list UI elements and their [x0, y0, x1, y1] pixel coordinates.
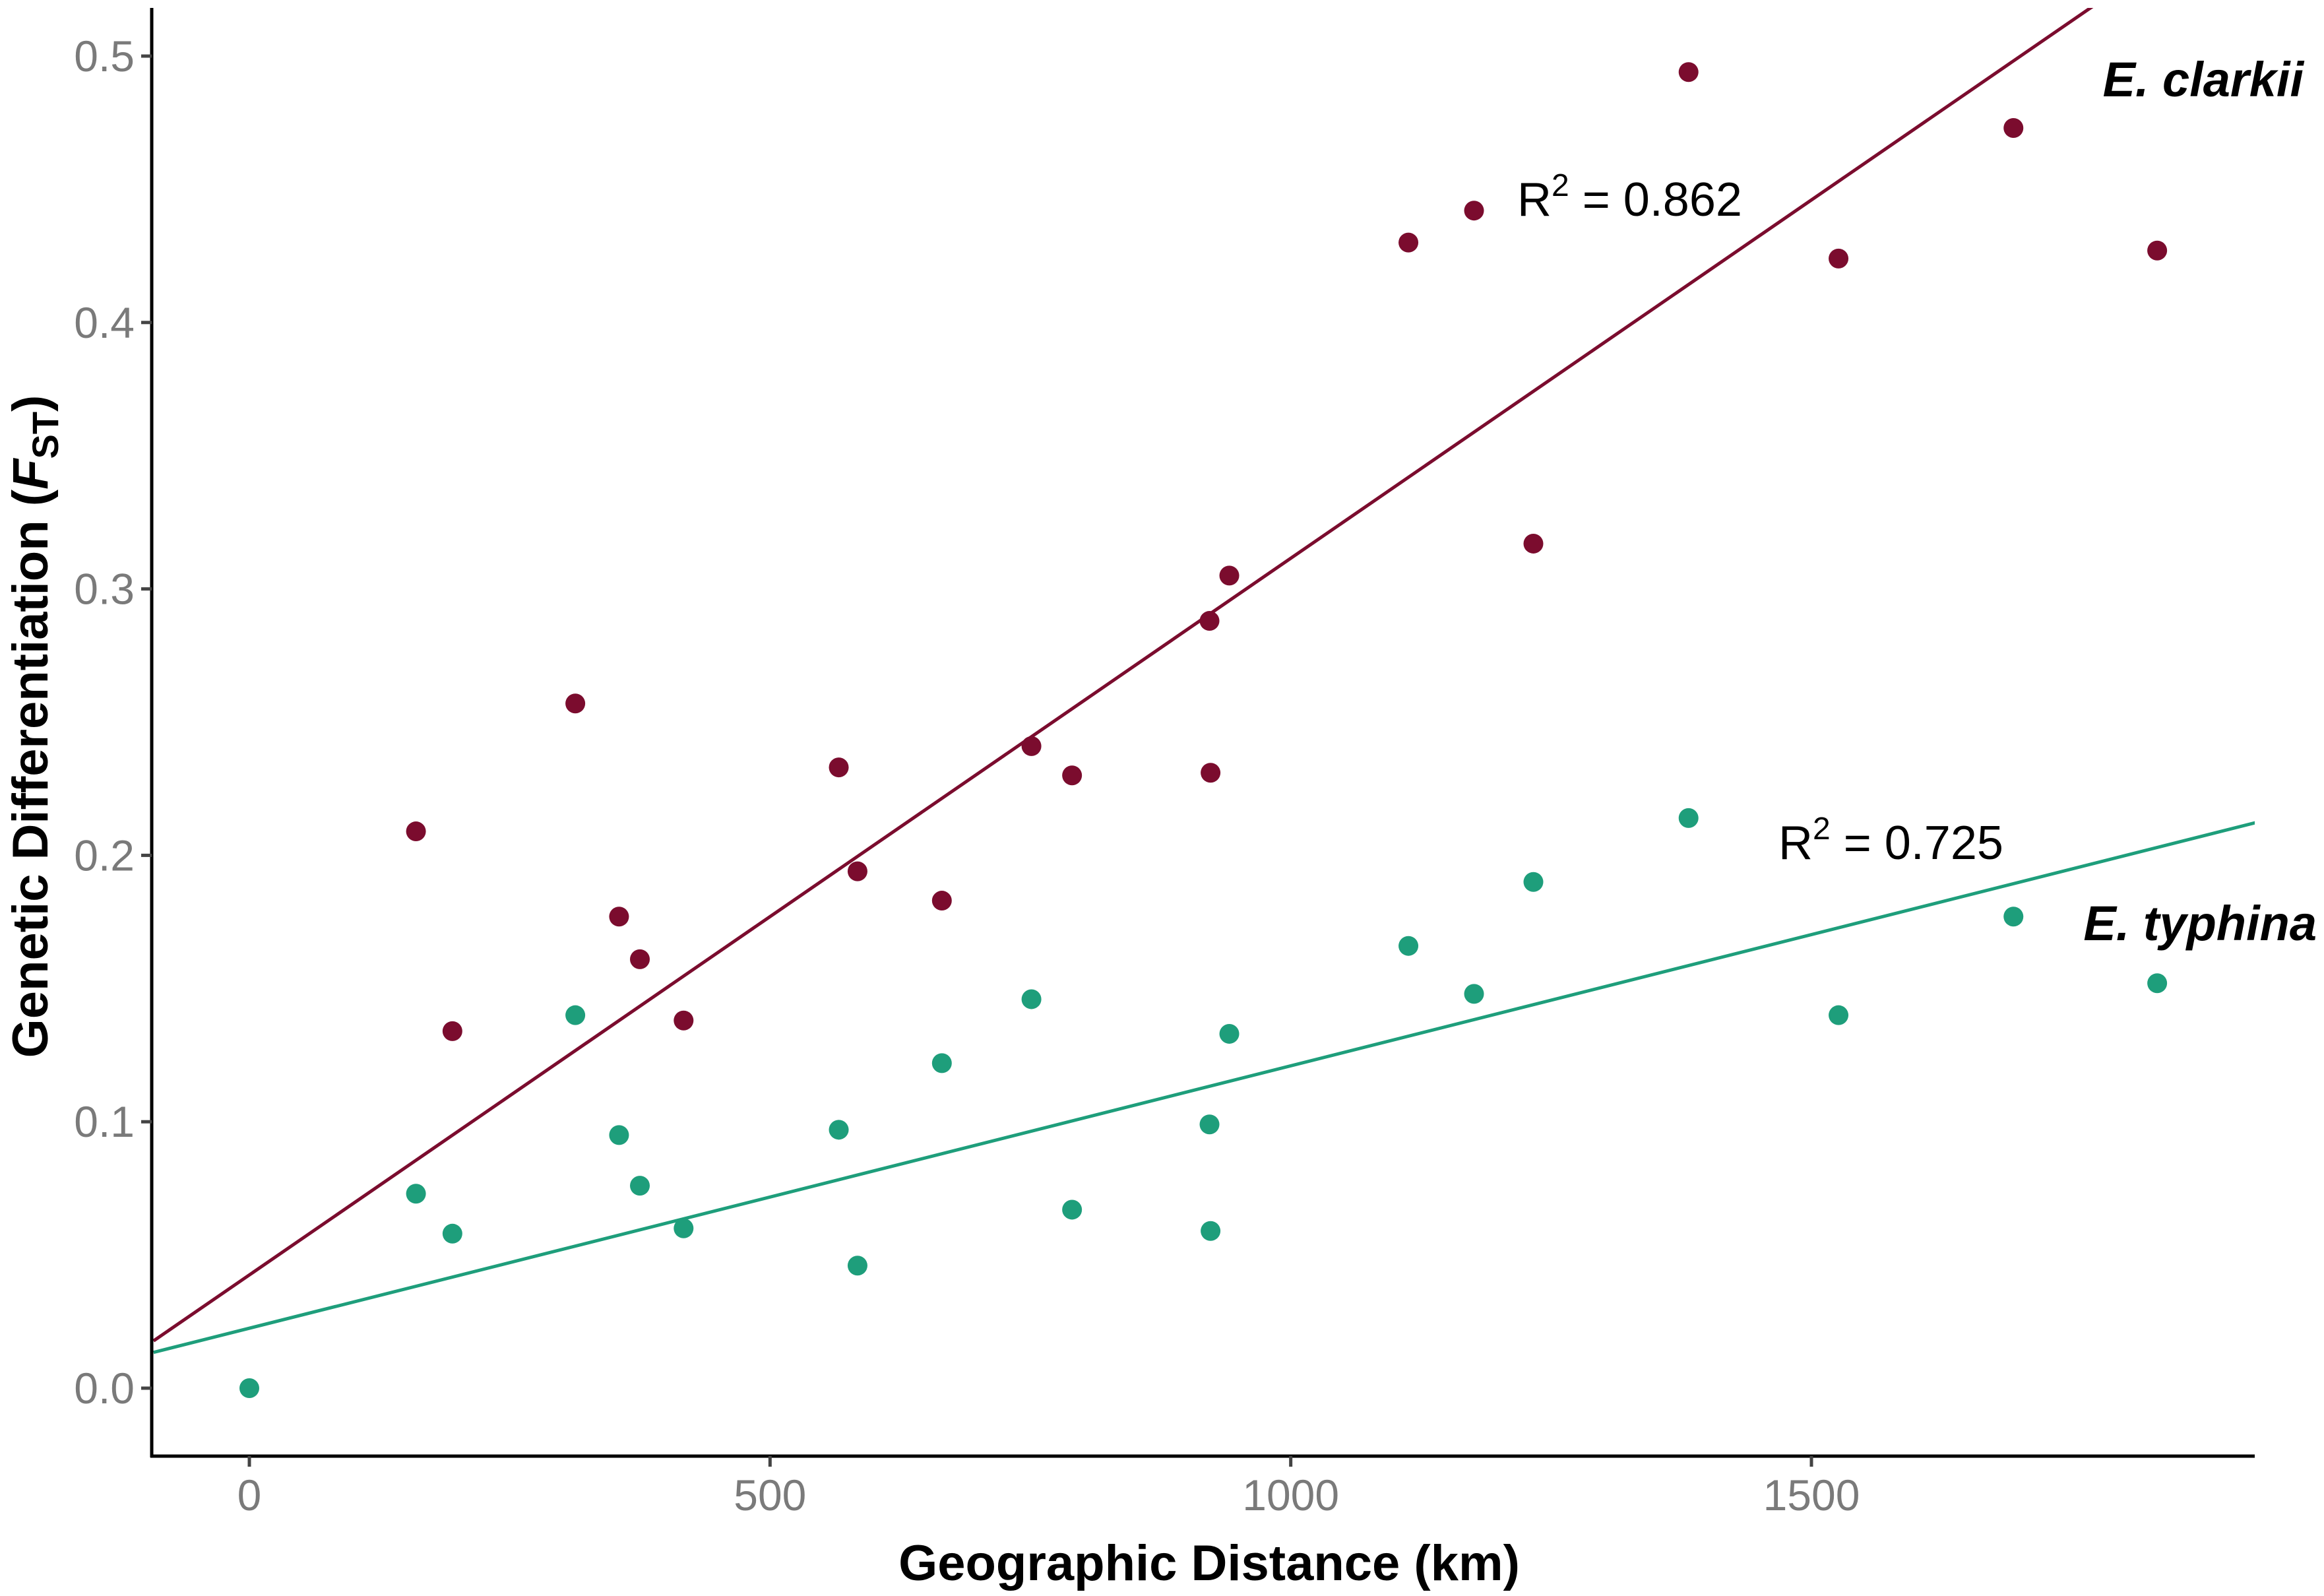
data-point-eclarkii	[1829, 248, 1849, 269]
data-point-eclarkii	[1201, 763, 1221, 783]
x-axis-title: Geographic Distance (km)	[898, 1535, 1520, 1591]
data-point-etyphina	[239, 1378, 259, 1398]
x-tick-label: 0	[237, 1471, 262, 1519]
data-point-eclarkii	[829, 757, 849, 778]
y-tick-label: 0.2	[74, 831, 135, 879]
data-point-etyphina	[1398, 936, 1419, 956]
data-point-eclarkii	[609, 907, 629, 927]
data-point-etyphina	[2147, 973, 2168, 994]
data-point-eclarkii	[406, 821, 426, 842]
species-label-clarkii: E. clarkii	[2103, 52, 2305, 107]
data-point-eclarkii	[1199, 611, 1220, 631]
data-point-eclarkii	[1464, 201, 1484, 221]
x-tick-label: 1500	[1763, 1471, 1860, 1519]
data-point-eclarkii	[2147, 240, 2168, 261]
data-point-etyphina	[630, 1176, 650, 1196]
data-point-etyphina	[674, 1218, 694, 1238]
data-point-eclarkii	[1062, 765, 1083, 786]
data-point-etyphina	[565, 1005, 586, 1025]
x-tick-label: 500	[734, 1471, 806, 1519]
data-point-eclarkii	[931, 891, 952, 911]
data-point-eclarkii	[674, 1010, 694, 1031]
data-point-etyphina	[847, 1256, 867, 1276]
x-tick-label: 1000	[1242, 1471, 1339, 1519]
data-point-etyphina	[829, 1120, 849, 1140]
y-tick-label: 0.3	[74, 565, 135, 614]
data-point-eclarkii	[630, 949, 650, 969]
y-tick-label: 0.0	[74, 1364, 135, 1413]
data-point-etyphina	[1678, 808, 1699, 828]
data-point-etyphina	[1062, 1199, 1083, 1220]
fit-line-eclarkii	[152, 8, 2094, 1343]
data-point-eclarkii	[2003, 118, 2024, 139]
data-point-etyphina	[609, 1125, 629, 1145]
y-tick-label: 0.4	[74, 298, 135, 347]
data-point-eclarkii	[1219, 565, 1240, 586]
y-tick-label: 0.5	[74, 32, 135, 80]
data-point-etyphina	[931, 1053, 952, 1073]
data-point-eclarkii	[1021, 736, 1042, 756]
data-point-etyphina	[1199, 1114, 1220, 1135]
data-point-eclarkii	[1398, 232, 1419, 253]
data-point-etyphina	[1219, 1023, 1240, 1044]
y-tick-label: 0.1	[74, 1097, 135, 1146]
data-point-eclarkii	[1523, 533, 1544, 554]
r2-annotation-clarkii: R2 = 0.862	[1517, 168, 1742, 226]
data-point-etyphina	[1829, 1005, 1849, 1025]
data-point-etyphina	[1021, 989, 1042, 1009]
fit-line-etyphina	[153, 821, 2255, 1355]
y-axis-title: Genetic Differentiation (FST)	[3, 395, 66, 1058]
data-point-eclarkii	[442, 1021, 462, 1041]
r2-annotation-typhina: R2 = 0.725	[1778, 812, 2003, 870]
data-point-etyphina	[2003, 907, 2024, 927]
data-point-etyphina	[1523, 872, 1544, 892]
data-point-etyphina	[442, 1223, 462, 1244]
data-point-etyphina	[1201, 1221, 1221, 1241]
data-point-eclarkii	[847, 861, 867, 881]
data-point-etyphina	[1464, 984, 1484, 1004]
data-point-etyphina	[406, 1184, 426, 1204]
species-label-typhina: E. typhina	[2083, 896, 2317, 951]
data-point-eclarkii	[1678, 62, 1699, 82]
data-point-eclarkii	[565, 693, 586, 714]
